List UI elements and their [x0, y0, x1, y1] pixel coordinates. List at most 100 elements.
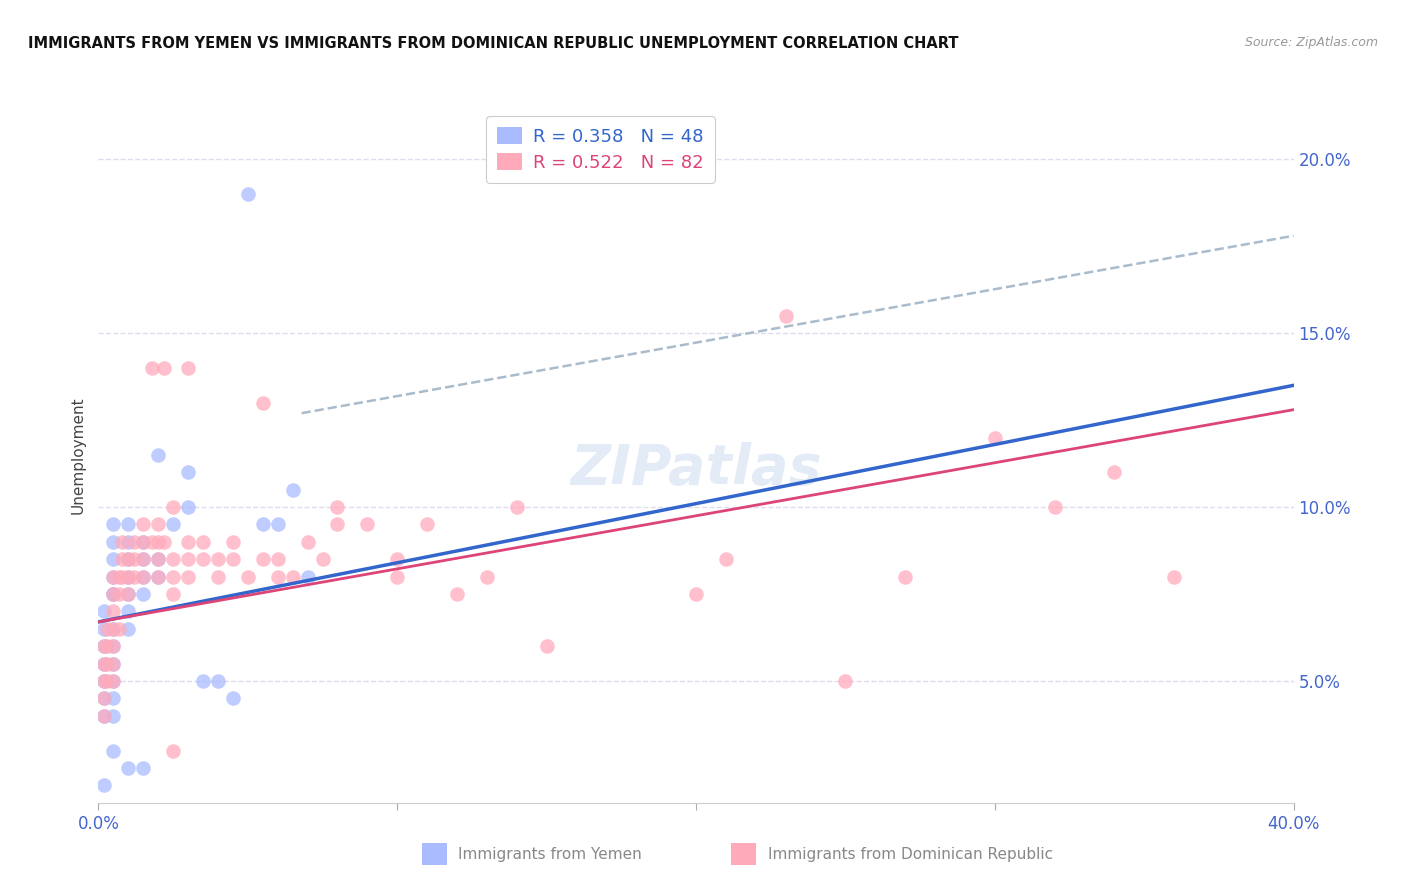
Point: [117, 605, 139, 619]
Point: [148, 517, 170, 532]
Point: [148, 448, 170, 462]
Point: [93, 708, 115, 723]
Point: [96, 639, 118, 653]
Point: [103, 587, 125, 601]
Text: Immigrants from Yemen: Immigrants from Yemen: [458, 847, 643, 862]
Point: [326, 517, 349, 532]
Point: [148, 534, 170, 549]
Point: [1163, 570, 1185, 584]
Point: [124, 534, 146, 549]
Point: [117, 517, 139, 532]
Point: [132, 552, 155, 566]
Point: [108, 587, 131, 601]
Point: [96, 657, 118, 671]
Point: [153, 534, 176, 549]
Point: [103, 517, 125, 532]
Point: [117, 534, 139, 549]
Point: [148, 552, 170, 566]
Point: [714, 552, 737, 566]
Point: [117, 552, 139, 566]
Point: [297, 570, 319, 584]
Point: [141, 360, 163, 375]
Point: [93, 639, 115, 653]
Point: [162, 587, 184, 601]
Point: [775, 309, 797, 323]
Point: [103, 587, 125, 601]
Point: [162, 744, 184, 758]
Point: [103, 605, 125, 619]
Point: [207, 674, 229, 689]
Point: [252, 552, 274, 566]
Point: [311, 552, 333, 566]
Point: [108, 570, 131, 584]
Point: [236, 187, 259, 202]
Point: [103, 674, 125, 689]
Point: [281, 483, 304, 497]
Point: [191, 552, 214, 566]
Point: [93, 639, 115, 653]
Point: [124, 552, 146, 566]
Text: ZIPatlas: ZIPatlas: [571, 442, 821, 496]
Point: [93, 674, 115, 689]
Text: IMMIGRANTS FROM YEMEN VS IMMIGRANTS FROM DOMINICAN REPUBLIC UNEMPLOYMENT CORRELA: IMMIGRANTS FROM YEMEN VS IMMIGRANTS FROM…: [28, 36, 959, 51]
Point: [103, 587, 125, 601]
Point: [132, 534, 155, 549]
Point: [117, 761, 139, 775]
Text: Immigrants from Dominican Republic: Immigrants from Dominican Republic: [768, 847, 1053, 862]
Point: [103, 534, 125, 549]
Point: [124, 570, 146, 584]
Point: [177, 570, 200, 584]
Point: [148, 570, 170, 584]
Point: [117, 570, 139, 584]
Point: [894, 570, 917, 584]
Point: [385, 552, 409, 566]
Point: [132, 534, 155, 549]
Point: [103, 639, 125, 653]
Point: [385, 570, 409, 584]
Point: [132, 587, 155, 601]
Point: [252, 395, 274, 409]
Point: [103, 570, 125, 584]
Point: [1043, 500, 1066, 514]
Point: [148, 570, 170, 584]
Point: [111, 570, 134, 584]
Point: [132, 570, 155, 584]
Point: [834, 674, 856, 689]
Point: [132, 570, 155, 584]
Point: [93, 657, 115, 671]
Point: [93, 708, 115, 723]
Point: [177, 500, 200, 514]
Point: [162, 517, 184, 532]
Point: [93, 691, 115, 706]
Point: [446, 587, 468, 601]
Point: [222, 691, 245, 706]
Point: [103, 744, 125, 758]
Point: [141, 534, 163, 549]
Point: [222, 552, 245, 566]
Point: [103, 691, 125, 706]
Point: [103, 674, 125, 689]
Point: [96, 674, 118, 689]
Point: [103, 570, 125, 584]
Point: [108, 622, 131, 636]
Point: [117, 552, 139, 566]
Point: [177, 360, 200, 375]
Point: [267, 570, 290, 584]
Point: [132, 517, 155, 532]
Point: [685, 587, 707, 601]
Point: [222, 534, 245, 549]
Point: [326, 500, 349, 514]
Point: [132, 761, 155, 775]
Point: [207, 552, 229, 566]
Point: [162, 500, 184, 514]
Point: [103, 657, 125, 671]
Point: [103, 622, 125, 636]
Point: [93, 674, 115, 689]
Point: [93, 622, 115, 636]
Point: [267, 517, 290, 532]
Point: [281, 570, 304, 584]
Point: [162, 570, 184, 584]
Point: [117, 622, 139, 636]
Point: [103, 639, 125, 653]
Point: [267, 552, 290, 566]
